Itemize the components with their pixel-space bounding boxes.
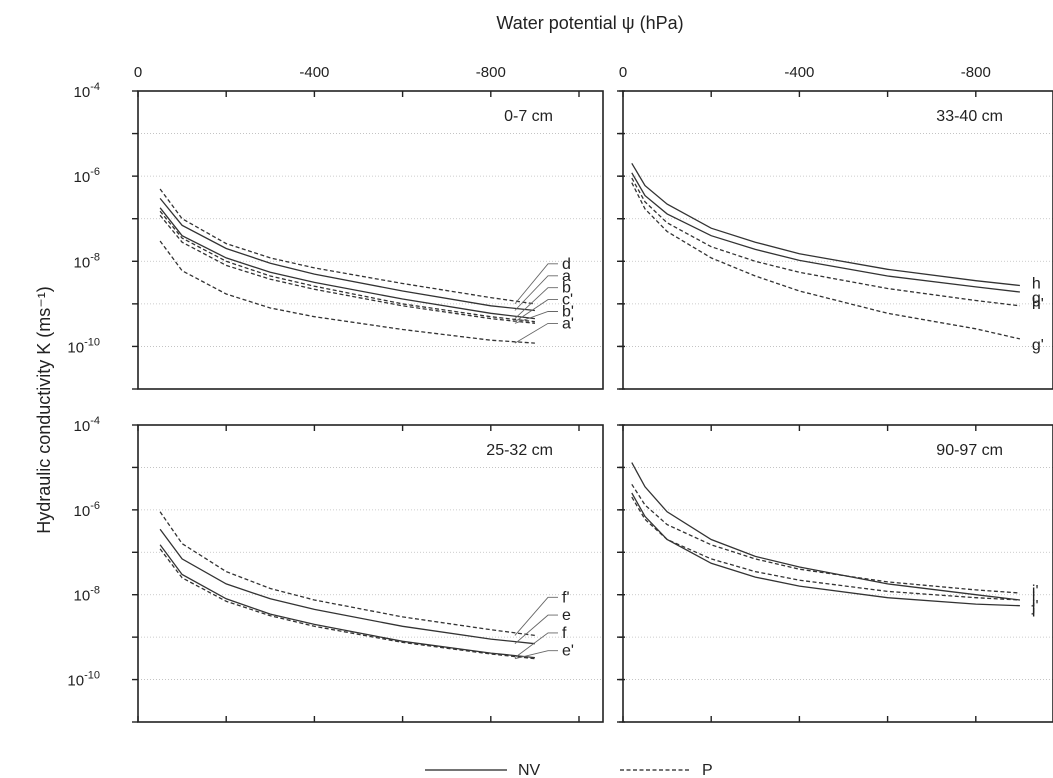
panel-90-97-cm: 90-97 cm i'j'ji	[617, 424, 1053, 723]
plot-frame	[137, 424, 604, 723]
annotation-leader	[514, 275, 558, 311]
annotation-leader	[514, 299, 558, 323]
annotation-leader	[514, 311, 558, 324]
legend-label-p: P	[702, 762, 713, 778]
y-tick-label: 10-6	[74, 166, 100, 186]
series-annotation: b'	[562, 304, 574, 321]
series-annotation: a	[562, 268, 571, 285]
series-annotation: c'	[562, 292, 573, 309]
legend-label-nv: NV	[518, 762, 541, 778]
plot-frame	[137, 90, 604, 390]
series-line-g	[631, 172, 1020, 293]
series-annotation: h	[1032, 275, 1041, 292]
series-line-i'	[631, 483, 1020, 594]
series-line-c'	[159, 210, 535, 323]
x-tick-label: -400	[299, 64, 329, 81]
x-tick-label: -400	[784, 64, 814, 81]
panel-0-7-cm: 0 -400 -800 10-4 10-6 10-8 10-10 0-7 cm dabc'b'a…	[67, 64, 604, 390]
y-tick-label: 10-4	[74, 81, 100, 101]
series-annotation: i	[1032, 604, 1036, 621]
series-annotation: g	[1032, 290, 1041, 307]
x-axis-title: Water potential ψ (hPa)	[496, 13, 683, 33]
x-tick-label: 0	[619, 64, 627, 81]
y-tick-label: 10-6	[74, 500, 100, 520]
y-axis-title: Hydraulic conductivity K (ms⁻¹)	[34, 286, 54, 534]
series-line-a'	[159, 240, 535, 344]
series-line-a	[159, 197, 535, 312]
panel-label: 90-97 cm	[936, 442, 1003, 459]
plot-frame	[622, 90, 1053, 390]
series-line-h	[631, 162, 1020, 287]
series-annotation: f'	[562, 589, 570, 606]
series-line-f'	[159, 511, 535, 637]
series-line-f	[159, 544, 535, 659]
x-tick-label: 0	[134, 64, 142, 81]
series-annotation: e'	[562, 643, 574, 660]
y-tick-label: 10-4	[74, 415, 100, 435]
series-line-e'	[159, 548, 535, 660]
series-line-d	[159, 188, 535, 305]
y-tick-label: 10-10	[67, 336, 100, 356]
panel-label: 33-40 cm	[936, 108, 1003, 125]
series-annotation: f	[562, 625, 567, 642]
panel-label: 0-7 cm	[504, 108, 553, 125]
series-line-i	[631, 492, 1020, 607]
series-annotation: b	[562, 280, 571, 297]
series-annotation: g'	[1032, 337, 1044, 354]
annotation-leader	[514, 650, 558, 660]
x-tick-label: -800	[961, 64, 991, 81]
annotation-leader	[514, 263, 558, 305]
series-line-j	[631, 462, 1020, 601]
annotation-leader	[514, 322, 558, 344]
x-tick-label: -800	[476, 64, 506, 81]
annotation-leader	[514, 632, 558, 658]
series-annotation: d	[562, 256, 571, 273]
panel-33-40-cm: 0 -400 -800 33-40 cm hgh' g'	[617, 64, 1053, 390]
y-tick-label: 10-8	[74, 585, 100, 605]
series-line-e	[159, 528, 535, 645]
y-tick-label: 10-10	[67, 670, 100, 690]
y-tick-label: 10-8	[74, 251, 100, 271]
series-annotation: j'	[1031, 598, 1039, 615]
panels-layer: 0 -400 -800 10-4 10-6 10-8 10-10 0-7 cm dabc'b'a…	[67, 64, 1053, 723]
plot-frame	[622, 424, 1053, 723]
series-line-b'	[159, 214, 535, 324]
panel-25-32-cm: 10-4 10-6 10-8 10-10 25-32 cm f'efe'	[67, 415, 604, 723]
legend: NV P	[425, 762, 713, 778]
series-line-b	[159, 207, 535, 320]
series-line-j'	[631, 496, 1020, 601]
series-line-h'	[631, 177, 1020, 307]
series-annotation: i'	[1032, 583, 1039, 600]
series-annotation: j	[1031, 590, 1036, 607]
series-annotation: e	[562, 607, 571, 624]
series-annotation: a'	[562, 315, 574, 332]
series-annotation: h'	[1032, 296, 1044, 313]
annotation-leader	[514, 596, 558, 636]
panel-label: 25-32 cm	[486, 442, 553, 459]
series-line-g'	[631, 182, 1021, 340]
annotation-leader	[514, 287, 558, 319]
annotation-leader	[514, 614, 558, 645]
